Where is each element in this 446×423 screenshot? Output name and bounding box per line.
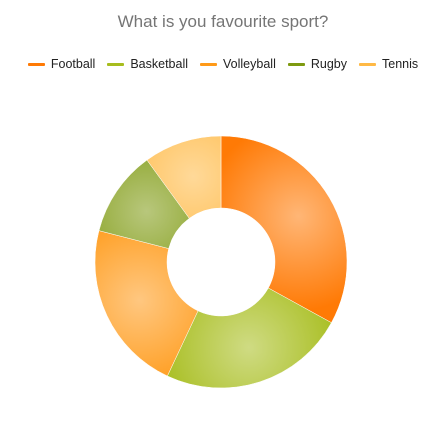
legend-label-volleyball: Volleyball [223, 57, 276, 71]
legend-item-volleyball[interactable]: Volleyball [200, 57, 276, 71]
slice-football[interactable] [220, 135, 348, 324]
chart-legend: Football Basketball Volleyball Rugby Ten… [0, 57, 446, 71]
legend-swatch-volleyball [200, 62, 218, 66]
slice-basketball[interactable] [167, 287, 332, 389]
legend-swatch-football [27, 62, 45, 66]
legend-item-football[interactable]: Football [27, 57, 96, 71]
legend-item-basketball[interactable]: Basketball [107, 57, 188, 71]
legend-label-football: Football [50, 57, 96, 71]
legend-swatch-rugby [287, 62, 305, 66]
legend-label-basketball: Basketball [130, 57, 189, 71]
legend-label-tennis: Tennis [382, 57, 419, 71]
chart-title: What is you favourite sport? [117, 12, 329, 31]
legend-swatch-tennis [359, 62, 376, 66]
legend-label-rugby: Rugby [310, 57, 347, 71]
slice-tennis[interactable] [146, 135, 222, 219]
legend-swatch-basketball [107, 62, 125, 66]
donut-slices [94, 135, 348, 389]
legend-item-rugby[interactable]: Rugby [287, 57, 347, 71]
slice-volleyball[interactable] [94, 230, 199, 377]
legend-item-tennis[interactable]: Tennis [359, 57, 418, 71]
